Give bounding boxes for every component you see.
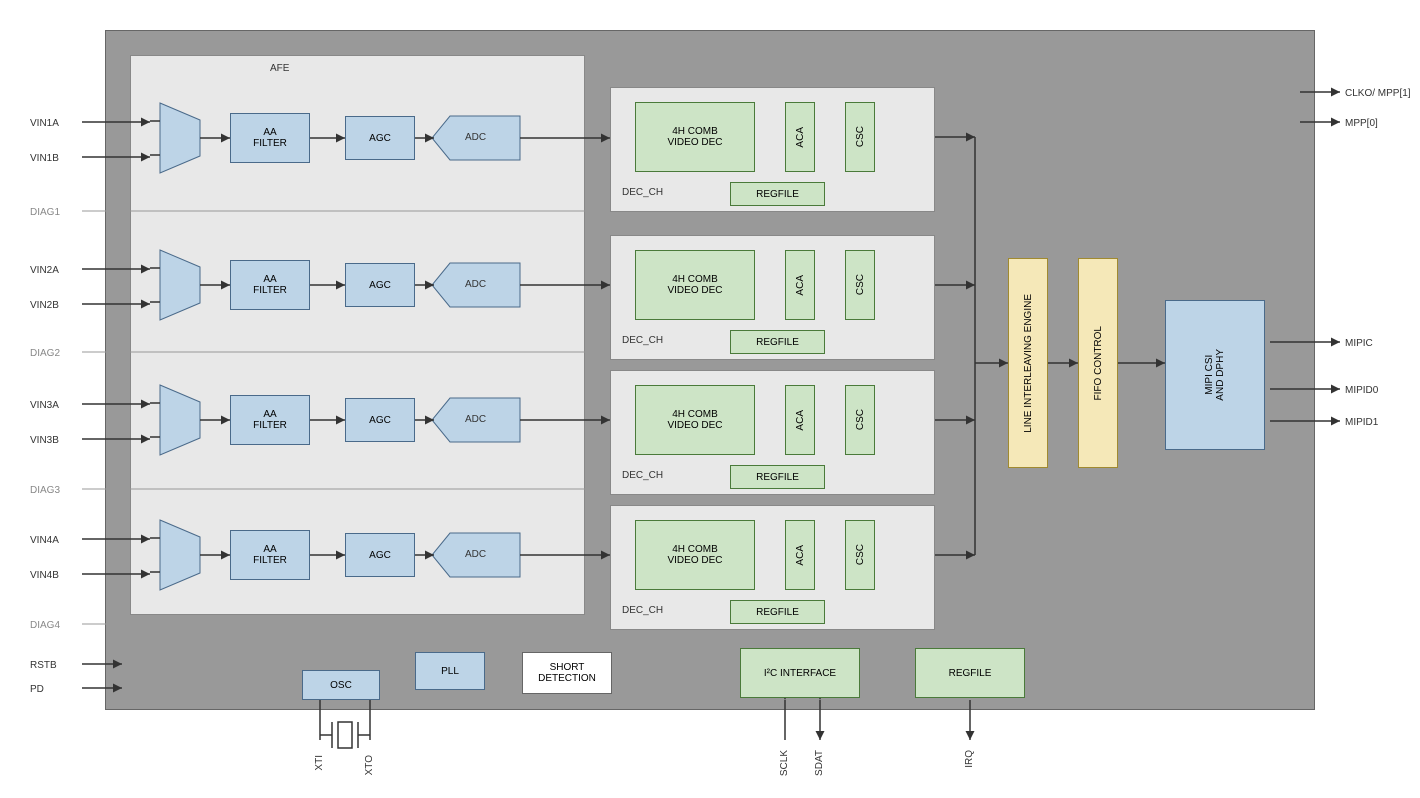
agc-block: AGC bbox=[345, 263, 415, 307]
sclk-label: SCLK bbox=[779, 750, 790, 776]
input-label: RSTB bbox=[30, 660, 57, 671]
comb-block: 4H COMB VIDEO DEC bbox=[635, 250, 755, 320]
i2c-interface-block: I²C INTERFACE bbox=[740, 648, 860, 698]
input-label: PD bbox=[30, 684, 44, 695]
regfile-block: REGFILE bbox=[915, 648, 1025, 698]
agc-block: AGC bbox=[345, 116, 415, 160]
csc-block: CSC bbox=[845, 385, 875, 455]
adc-label: ADC bbox=[465, 132, 486, 143]
input-label: VIN3B bbox=[30, 435, 59, 446]
short-detection-block: SHORT DETECTION bbox=[522, 652, 612, 694]
dec-regfile-block: REGFILE bbox=[730, 465, 825, 489]
comb-block: 4H COMB VIDEO DEC bbox=[635, 385, 755, 455]
csc-block: CSC bbox=[845, 250, 875, 320]
input-label: VIN2B bbox=[30, 300, 59, 311]
afe-title: AFE bbox=[270, 63, 289, 74]
agc-block: AGC bbox=[345, 398, 415, 442]
aa-filter-block: AA FILTER bbox=[230, 395, 310, 445]
input-label: VIN1B bbox=[30, 153, 59, 164]
line-interleave-block: LINE INTERLEAVING ENGINE bbox=[1008, 258, 1048, 468]
aca-block: ACA bbox=[785, 250, 815, 320]
input-label: DIAG2 bbox=[30, 348, 60, 359]
aa-filter-block: AA FILTER bbox=[230, 260, 310, 310]
dec-ch-label: DEC_CH bbox=[622, 187, 663, 198]
mipi-block: MIPI CSI AND DPHY bbox=[1165, 300, 1265, 450]
agc-block: AGC bbox=[345, 533, 415, 577]
aca-block: ACA bbox=[785, 385, 815, 455]
dec-ch-label: DEC_CH bbox=[622, 335, 663, 346]
comb-block: 4H COMB VIDEO DEC bbox=[635, 520, 755, 590]
sdat-label: SDAT bbox=[814, 750, 825, 776]
adc-label: ADC bbox=[465, 279, 486, 290]
output-label: MIPID1 bbox=[1345, 417, 1378, 428]
osc-block: OSC bbox=[302, 670, 380, 700]
adc-label: ADC bbox=[465, 414, 486, 425]
irq-label: IRQ bbox=[964, 750, 975, 768]
output-label: MPP[0] bbox=[1345, 118, 1378, 129]
dec-regfile-block: REGFILE bbox=[730, 182, 825, 206]
output-label: MIPIC bbox=[1345, 338, 1373, 349]
input-label: DIAG3 bbox=[30, 485, 60, 496]
aa-filter-block: AA FILTER bbox=[230, 113, 310, 163]
aa-filter-block: AA FILTER bbox=[230, 530, 310, 580]
input-label: DIAG4 bbox=[30, 620, 60, 631]
input-label: DIAG1 bbox=[30, 207, 60, 218]
dec-regfile-block: REGFILE bbox=[730, 600, 825, 624]
aca-block: ACA bbox=[785, 520, 815, 590]
xto-label: XTO bbox=[364, 755, 375, 775]
input-label: VIN4A bbox=[30, 535, 59, 546]
input-label: VIN1A bbox=[30, 118, 59, 129]
aca-block: ACA bbox=[785, 102, 815, 172]
csc-block: CSC bbox=[845, 102, 875, 172]
dec-ch-label: DEC_CH bbox=[622, 605, 663, 616]
adc-label: ADC bbox=[465, 549, 486, 560]
input-label: VIN3A bbox=[30, 400, 59, 411]
pll-block: PLL bbox=[415, 652, 485, 690]
output-label: CLKO/ MPP[1] bbox=[1345, 88, 1411, 99]
xti-label: XTI bbox=[314, 755, 325, 771]
output-label: MIPID0 bbox=[1345, 385, 1378, 396]
csc-block: CSC bbox=[845, 520, 875, 590]
fifo-control-block: FIFO CONTROL bbox=[1078, 258, 1118, 468]
comb-block: 4H COMB VIDEO DEC bbox=[635, 102, 755, 172]
input-label: VIN4B bbox=[30, 570, 59, 581]
input-label: VIN2A bbox=[30, 265, 59, 276]
dec-regfile-block: REGFILE bbox=[730, 330, 825, 354]
dec-ch-label: DEC_CH bbox=[622, 470, 663, 481]
